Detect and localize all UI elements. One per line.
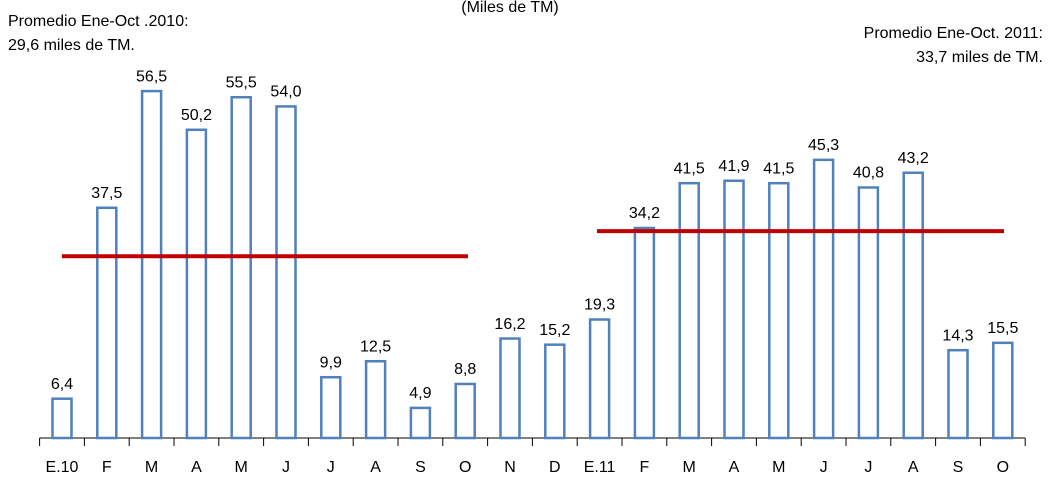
x-tick-label: A [370, 459, 381, 476]
x-tick-label: A [729, 459, 740, 476]
value-label: 34,2 [629, 205, 660, 222]
value-label: 56,5 [136, 68, 167, 85]
x-tick-label: S [953, 459, 964, 476]
bar [902, 171, 924, 440]
annotation: Promedio Ene-Oct. 2011: [864, 25, 1043, 42]
bar [633, 226, 656, 440]
bar [723, 179, 745, 440]
bar [96, 206, 118, 440]
bar [499, 337, 521, 440]
value-label: 41,5 [763, 160, 794, 177]
bar [857, 186, 880, 440]
bar [275, 105, 297, 440]
value-label: 41,5 [674, 160, 705, 177]
x-tick-label: O [459, 459, 471, 476]
bar [364, 360, 387, 440]
value-label: 45,3 [808, 137, 839, 154]
bar [140, 89, 163, 440]
x-tick-label: E.10 [46, 459, 79, 476]
value-label: 16,2 [494, 316, 525, 333]
value-label: 8,8 [454, 361, 476, 378]
bar [947, 348, 969, 440]
annotation: 29,6 miles de TM. [8, 37, 135, 54]
bar [812, 158, 835, 440]
value-label: 9,9 [320, 354, 342, 371]
x-tick-label: N [504, 459, 516, 476]
bar [51, 397, 73, 440]
value-label: 6,4 [51, 376, 73, 393]
bar [230, 95, 252, 440]
value-label: 50,2 [181, 107, 212, 124]
value-label: 43,2 [898, 150, 929, 167]
x-tick-label: A [908, 459, 919, 476]
x-tick-label: J [864, 459, 872, 476]
x-tick-label: M [683, 459, 696, 476]
x-tick-label: S [415, 459, 426, 476]
bar [185, 128, 208, 440]
chart-subtitle: (Miles de TM) [461, 0, 559, 16]
x-tick-label: O [997, 459, 1009, 476]
bar [768, 181, 790, 440]
x-tick-label: A [191, 459, 202, 476]
value-label: 37,5 [91, 185, 122, 202]
x-tick-label: D [549, 459, 561, 476]
x-tick-label: J [820, 459, 828, 476]
value-label: 19,3 [584, 297, 615, 314]
value-label: 15,2 [539, 322, 570, 339]
x-tick-label: E.11 [584, 459, 616, 476]
value-label: 14,3 [942, 327, 973, 344]
annotation: Promedio Ene-Oct .2010: [8, 13, 189, 30]
x-tick-label: J [282, 459, 290, 476]
value-label: 54,0 [270, 84, 301, 101]
x-tick-label: F [640, 459, 650, 476]
x-tick-label: M [235, 459, 248, 476]
bar [409, 406, 432, 440]
bar [588, 318, 611, 440]
bar [992, 341, 1014, 440]
bar [678, 181, 700, 440]
value-label: 55,5 [226, 74, 257, 91]
value-label: 4,9 [409, 385, 431, 402]
bar [544, 343, 566, 440]
x-tick-label: F [102, 459, 112, 476]
x-tick-label: M [772, 459, 785, 476]
value-label: 40,8 [853, 165, 884, 182]
x-tick-label: M [145, 459, 158, 476]
value-label: 15,5 [987, 320, 1018, 337]
bar [320, 375, 342, 440]
value-label: 41,9 [718, 158, 749, 175]
x-tick-label: J [327, 459, 335, 476]
bar [454, 382, 476, 440]
value-label: 12,5 [360, 338, 391, 355]
annotation: 33,7 miles de TM. [916, 49, 1043, 66]
